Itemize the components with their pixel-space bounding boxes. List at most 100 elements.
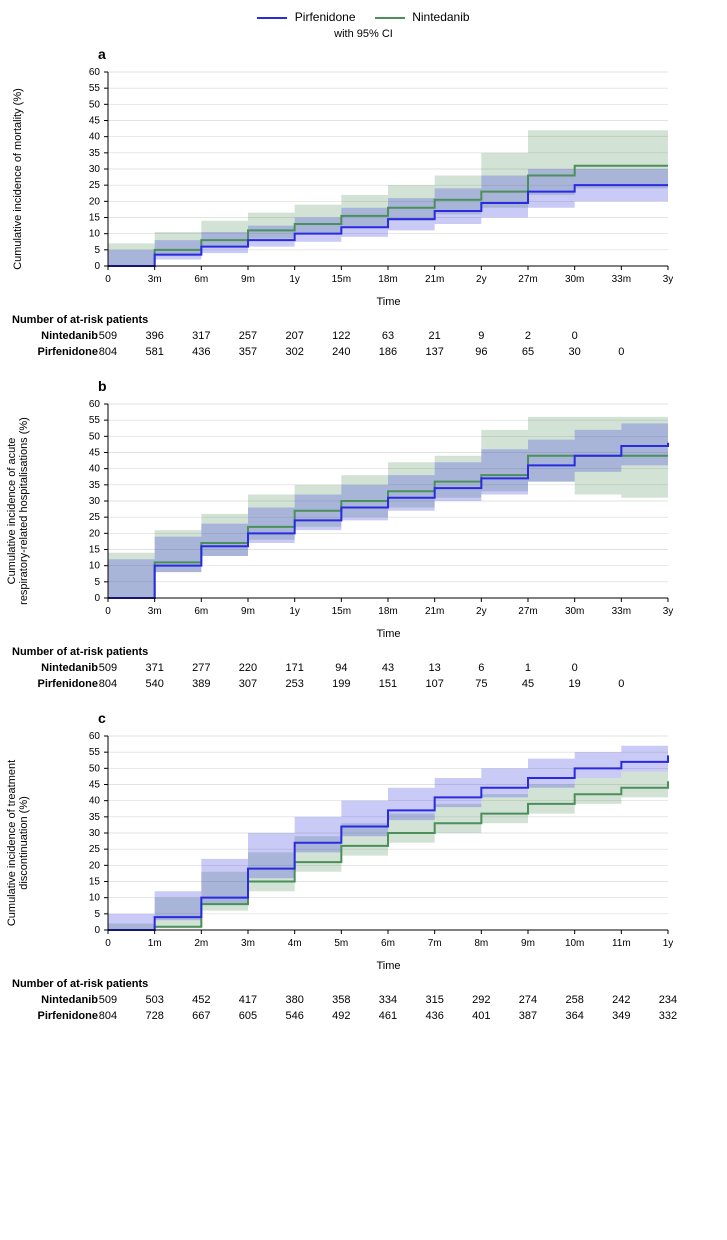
xtick-label: 2y <box>476 274 487 285</box>
xtick-label: 1y <box>289 274 300 285</box>
legend-label: Nintedanib <box>412 10 469 24</box>
ytick-label: 0 <box>94 593 100 604</box>
risk-cell: 199 <box>318 678 365 690</box>
risk-cell: 45 <box>505 678 552 690</box>
y-axis-label: Cumulative incidence of mortality (%) <box>12 59 24 299</box>
ytick-label: 20 <box>89 528 101 539</box>
ytick-label: 55 <box>89 415 101 426</box>
risk-cell: 0 <box>551 330 598 342</box>
xtick-label: 7m <box>428 938 442 949</box>
ytick-label: 35 <box>89 812 101 823</box>
xtick-label: 10m <box>565 938 584 949</box>
risk-cell: 332 <box>645 1010 692 1022</box>
xtick-label: 9m <box>241 606 255 617</box>
risk-cell: 804 <box>85 678 132 690</box>
risk-cell: 546 <box>271 1010 318 1022</box>
legend-swatch-pirfenidone <box>257 17 287 19</box>
risk-cell: 334 <box>365 994 412 1006</box>
chart-a: 051015202530354045505560 03m6m9m1y15m18m… <box>8 64 688 294</box>
legend-item-nintedanib: Nintedanib <box>375 10 470 24</box>
risk-cell: 171 <box>271 662 318 674</box>
ytick-label: 60 <box>89 731 101 742</box>
legend-subtitle: with 95% CI <box>8 28 719 40</box>
risk-cell: 0 <box>598 678 645 690</box>
risk-cell: 186 <box>365 346 412 358</box>
risk-cell: 13 <box>411 662 458 674</box>
ytick-label: 45 <box>89 116 101 127</box>
ytick-label: 35 <box>89 480 101 491</box>
risk-cell: 417 <box>225 994 272 1006</box>
ytick-label: 5 <box>94 245 100 256</box>
risk-cell: 257 <box>225 330 272 342</box>
risk-cell: 804 <box>85 346 132 358</box>
xtick-label: 1m <box>148 938 162 949</box>
ytick-label: 10 <box>89 561 101 572</box>
risk-cell: 667 <box>178 1010 225 1022</box>
ci-band-pirfenidone <box>108 423 668 598</box>
risk-cell: 728 <box>131 1010 178 1022</box>
risk-cell: 137 <box>411 346 458 358</box>
ytick-label: 25 <box>89 180 101 191</box>
legend-swatch-nintedanib <box>375 17 405 19</box>
xtick-label: 21m <box>425 274 444 285</box>
risk-cell: 234 <box>645 994 692 1006</box>
xtick-label: 2m <box>194 938 208 949</box>
ytick-label: 60 <box>89 399 101 410</box>
legend-label: Pirfenidone <box>295 10 356 24</box>
risk-cell: 461 <box>365 1010 412 1022</box>
risk-cell: 21 <box>411 330 458 342</box>
ytick-label: 15 <box>89 545 101 556</box>
ytick-label: 30 <box>89 164 101 175</box>
ytick-label: 10 <box>89 229 101 240</box>
ytick-label: 30 <box>89 496 101 507</box>
y-axis-label: Cumulative incidence of treatment discon… <box>6 723 30 963</box>
xtick-label: 30m <box>565 606 584 617</box>
xtick-label: 27m <box>518 606 537 617</box>
risk-cell: 292 <box>458 994 505 1006</box>
xtick-label: 33m <box>612 274 631 285</box>
xtick-label: 21m <box>425 606 444 617</box>
risk-cell: 1 <box>505 662 552 674</box>
risk-cell: 307 <box>225 678 272 690</box>
ytick-label: 35 <box>89 148 101 159</box>
risk-cell: 9 <box>458 330 505 342</box>
risk-cell: 317 <box>178 330 225 342</box>
ytick-label: 5 <box>94 577 100 588</box>
ytick-label: 10 <box>89 893 101 904</box>
risk-cell: 358 <box>318 994 365 1006</box>
xtick-label: 3m <box>241 938 255 949</box>
panel-a: a Cumulative incidence of mortality (%) … <box>8 46 719 360</box>
risk-cell: 151 <box>365 678 412 690</box>
risk-cell: 371 <box>131 662 178 674</box>
xtick-label: 0 <box>105 606 111 617</box>
xtick-label: 1y <box>289 606 300 617</box>
ytick-label: 20 <box>89 860 101 871</box>
xtick-label: 9m <box>521 938 535 949</box>
risk-cell: 207 <box>271 330 318 342</box>
risk-cell: 6 <box>458 662 505 674</box>
risk-cell: 509 <box>85 330 132 342</box>
ytick-label: 60 <box>89 67 101 78</box>
risk-cell: 302 <box>271 346 318 358</box>
ytick-label: 0 <box>94 925 100 936</box>
panel-letter: c <box>98 710 719 726</box>
xtick-label: 6m <box>194 274 208 285</box>
risk-cell: 122 <box>318 330 365 342</box>
ytick-label: 50 <box>89 99 101 110</box>
risk-cell: 2 <box>505 330 552 342</box>
risk-cell: 436 <box>178 346 225 358</box>
risk-cell: 349 <box>598 1010 645 1022</box>
risk-cell: 30 <box>551 346 598 358</box>
risk-cell: 387 <box>505 1010 552 1022</box>
risk-cell: 364 <box>551 1010 598 1022</box>
y-axis-label: Cumulative incidence of acute respirator… <box>6 391 30 631</box>
xtick-label: 33m <box>612 606 631 617</box>
xtick-label: 8m <box>474 938 488 949</box>
risk-cell: 396 <box>131 330 178 342</box>
xtick-label: 18m <box>378 606 397 617</box>
ytick-label: 55 <box>89 747 101 758</box>
ytick-label: 40 <box>89 464 101 475</box>
xtick-label: 6m <box>381 938 395 949</box>
ytick-label: 5 <box>94 909 100 920</box>
ytick-label: 15 <box>89 213 101 224</box>
